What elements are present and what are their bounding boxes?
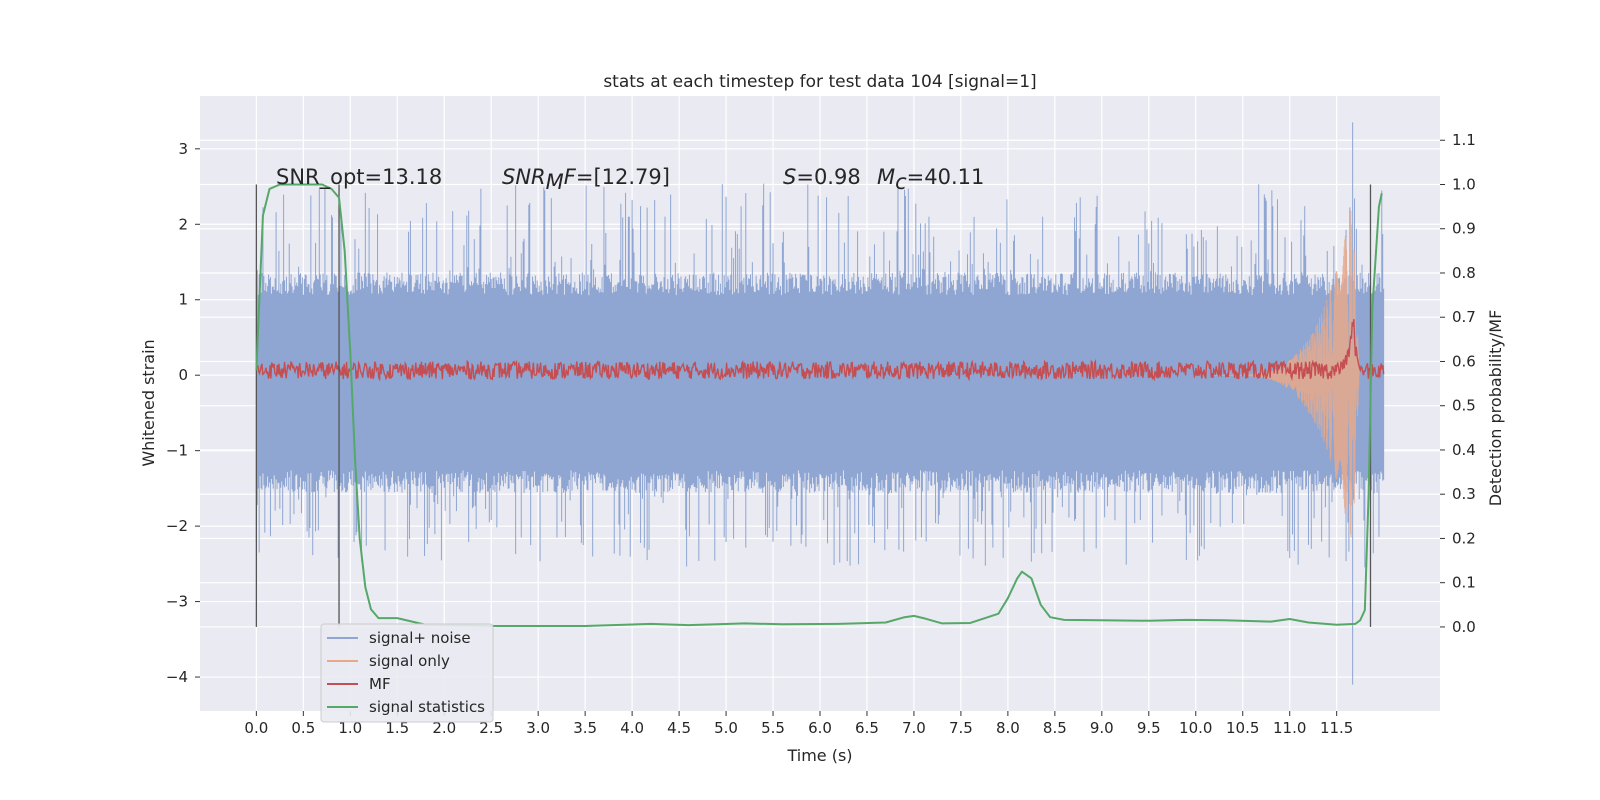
x-tick-label-12: 6.0 [808, 719, 832, 737]
x-tick-label-13: 6.5 [855, 719, 879, 737]
annotation-s-value: =0.98 [796, 165, 860, 189]
x-tick-label-23: 11.5 [1320, 719, 1353, 737]
x-tick-label-18: 9.0 [1090, 719, 1114, 737]
series-mf [255, 319, 1385, 382]
x-tick-label-21: 10.5 [1226, 719, 1259, 737]
signal-statistics-line [255, 183, 1383, 628]
y2-tick-label-2: 0.2 [1452, 529, 1476, 547]
annotation-s-symbol: S [783, 165, 796, 189]
x-tick-label-19: 9.5 [1137, 719, 1161, 737]
annotation-mc-subscript: c [895, 170, 907, 194]
x-tick-label-14: 7.0 [902, 719, 926, 737]
y-tick-label-5: 1 [178, 291, 188, 309]
x-tick-label-15: 7.5 [949, 719, 973, 737]
y2-tick-label-10: 1.0 [1452, 175, 1476, 193]
x-tick-label-7: 3.5 [573, 719, 597, 737]
x-tick-label-8: 4.0 [620, 719, 644, 737]
annotation-mc: Mc=40.11 [877, 165, 984, 194]
x-tick-label-22: 11.0 [1273, 719, 1306, 737]
x-tick-label-4: 2.0 [432, 719, 456, 737]
annotation-snr-opt: SNR_opt=13.18 [276, 165, 442, 190]
x-tick-label-17: 8.5 [1043, 719, 1067, 737]
x-tick-label-10: 5.0 [714, 719, 738, 737]
x-tick-label-1: 0.5 [291, 719, 315, 737]
y2-tick-label-9: 0.9 [1452, 220, 1476, 238]
x-tick-label-2: 1.0 [338, 719, 362, 737]
y2-tick-label-11: 1.1 [1452, 131, 1476, 149]
y2-tick-label-0: 0.0 [1452, 618, 1476, 636]
x-tick-label-11: 5.5 [761, 719, 785, 737]
x-tick-label-6: 3.0 [526, 719, 550, 737]
annotation-snr-mf-subscript: M [546, 170, 564, 194]
y-tick-label-7: 3 [178, 140, 188, 158]
y2-tick-label-6: 0.6 [1452, 352, 1476, 370]
annotation-snr-mf-suffix: F [564, 165, 577, 189]
legend-box [320, 623, 494, 723]
annotation-snr-mf-symbol: SNR [502, 165, 546, 189]
y-axis-label: Whitened strain [139, 339, 158, 466]
legend-label-signal-only: signal only [369, 652, 450, 670]
y2-tick-label-3: 0.3 [1452, 485, 1476, 503]
x-tick-label-0: 0.0 [244, 719, 268, 737]
y-tick-label-1: −3 [166, 593, 188, 611]
y-tick-label-4: 0 [178, 366, 188, 384]
y2-axis-label: Detection probability/MF [1486, 310, 1505, 507]
y-tick-label-6: 2 [178, 215, 188, 233]
annotation-mc-symbol: M [877, 165, 895, 189]
x-tick-label-5: 2.5 [479, 719, 503, 737]
y2-tick-label-8: 0.8 [1452, 264, 1476, 282]
y2-tick-label-5: 0.5 [1452, 397, 1476, 415]
y-tick-label-3: −1 [166, 442, 188, 460]
chart-title: stats at each timestep for test data 104… [603, 72, 1036, 92]
legend: signal+ noise signal only MF signal stat… [320, 623, 494, 723]
legend-label-mf: MF [369, 675, 391, 693]
y-tick-label-0: −4 [166, 668, 188, 686]
axis-ticks: 0.0 0.5 1.0 1.5 2.0 2.5 3.0 3.5 4.0 4.5 5.0 5.5 6.0 6… [166, 131, 1476, 737]
x-tick-label-16: 8.0 [996, 719, 1020, 737]
x-axis-label: Time (s) [786, 746, 852, 765]
legend-label-signal-statistics: signal statistics [369, 698, 485, 716]
annotation-mc-value: =40.11 [907, 165, 985, 189]
x-tick-label-20: 10.0 [1179, 719, 1212, 737]
legend-label-signal-noise: signal+ noise [369, 629, 471, 647]
x-tick-label-9: 4.5 [667, 719, 691, 737]
series-signal-statistics [255, 183, 1383, 628]
y2-tick-label-1: 0.1 [1452, 574, 1476, 592]
mf-line [255, 319, 1385, 382]
annotation-s: S=0.98 [783, 165, 861, 189]
annotation-snr-mf: SNRMF=[12.79] [502, 165, 670, 194]
y2-tick-label-7: 0.7 [1452, 308, 1476, 326]
x-tick-label-3: 1.5 [385, 719, 409, 737]
annotation-snr-mf-value: =[12.79] [576, 165, 670, 189]
y2-tick-label-4: 0.4 [1452, 441, 1476, 459]
y-tick-label-2: −2 [166, 517, 188, 535]
